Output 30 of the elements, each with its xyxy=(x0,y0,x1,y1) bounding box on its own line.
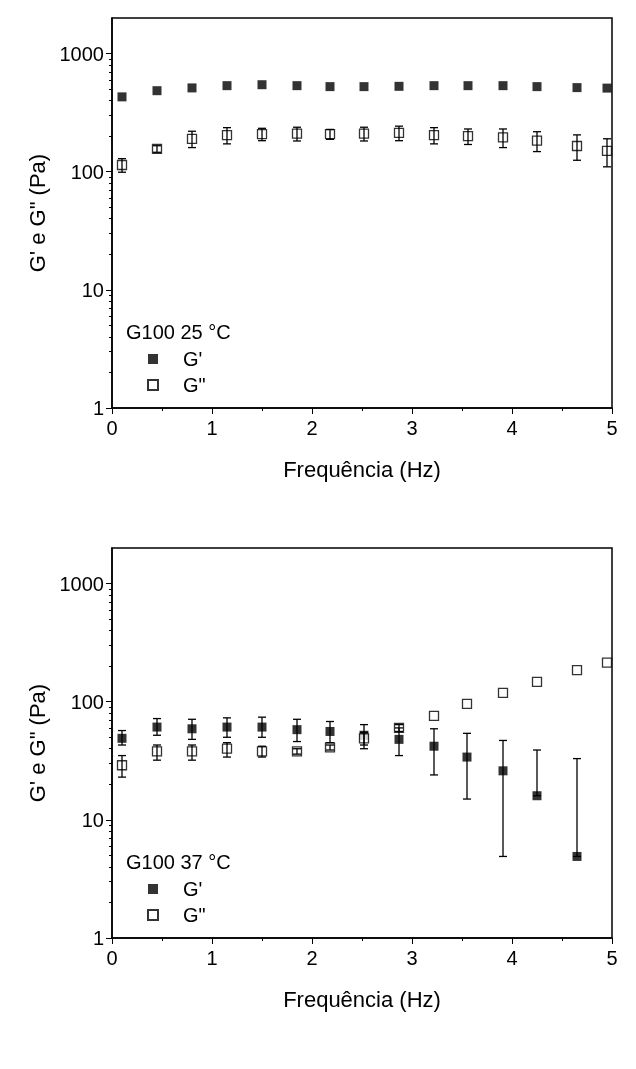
x-tick-label: 2 xyxy=(306,417,318,439)
legend-label: G" xyxy=(183,374,206,396)
legend-label: G' xyxy=(183,348,203,370)
y-axis-title: G' e G" (Pa) xyxy=(25,153,51,273)
legend-label: G' xyxy=(183,878,203,900)
legend-title: G100 25 °C xyxy=(126,321,231,343)
x-tick-label: 0 xyxy=(106,947,118,969)
y-tick-label: 1 xyxy=(92,397,104,419)
x-axis-title: Frequência (Hz) xyxy=(283,986,441,1012)
y-axis-title: G' e G" (Pa) xyxy=(25,683,51,803)
x-tick-label: 3 xyxy=(406,947,418,969)
x-tick-label: 4 xyxy=(506,417,518,439)
x-tick-label: 1 xyxy=(206,417,218,439)
x-tick-label: 3 xyxy=(406,417,418,439)
x-tick-label: 2 xyxy=(306,947,318,969)
y-tick-label: 1000 xyxy=(59,572,104,595)
x-tick-label: 5 xyxy=(606,947,618,969)
x-tick-label: 0 xyxy=(106,417,118,439)
x-tick-label: 1 xyxy=(206,947,218,969)
y-tick-label: 100 xyxy=(70,160,104,183)
x-tick-label: 4 xyxy=(506,947,518,969)
y-tick-label: 1000 xyxy=(59,42,104,65)
x-tick-label: 5 xyxy=(606,417,618,439)
x-axis-title: Frequência (Hz) xyxy=(283,456,441,482)
y-tick-label: 10 xyxy=(81,278,104,301)
y-tick-label: 1 xyxy=(92,927,104,949)
legend-label: G" xyxy=(183,904,206,926)
y-tick-label: 100 xyxy=(70,690,104,713)
legend-title: G100 37 °C xyxy=(126,851,231,873)
y-tick-label: 10 xyxy=(81,808,104,831)
